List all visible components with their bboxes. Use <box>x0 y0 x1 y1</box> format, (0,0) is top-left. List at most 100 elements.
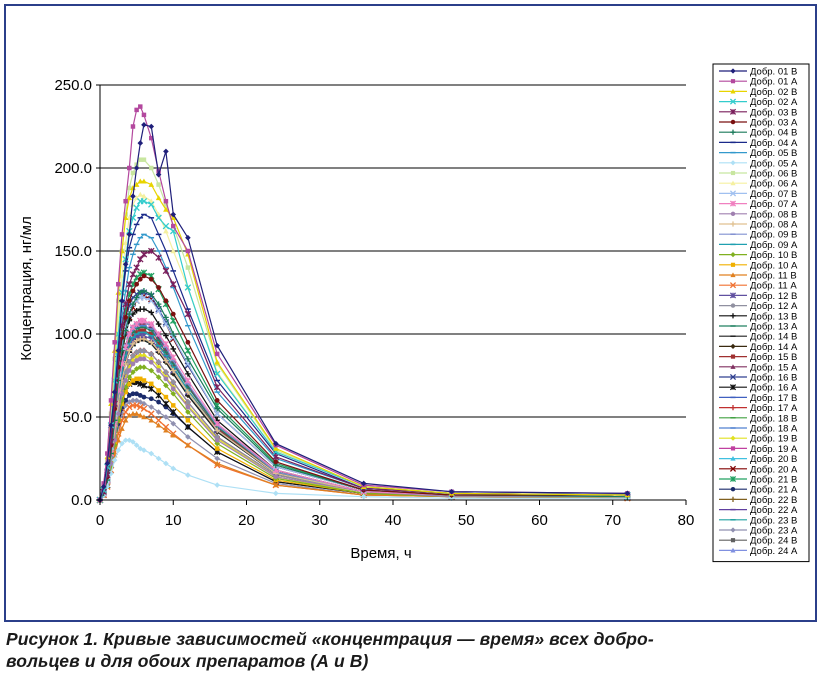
data-point <box>141 178 147 184</box>
series-line <box>99 331 628 501</box>
x-tick-label: 80 <box>678 512 695 529</box>
data-point <box>273 482 279 488</box>
series <box>97 122 631 503</box>
data-point <box>111 457 118 463</box>
series <box>97 339 631 501</box>
data-point <box>126 347 133 354</box>
data-point <box>115 347 122 354</box>
data-point <box>214 440 220 447</box>
legend-label: Добр. 19 А <box>750 444 798 455</box>
data-point <box>149 135 154 141</box>
legend-entry: Добр. 17 А <box>719 403 798 414</box>
data-point <box>141 356 147 362</box>
data-point <box>185 442 191 448</box>
data-point <box>137 191 144 197</box>
legend-entry: Добр. 09 В <box>719 230 797 241</box>
data-point <box>148 356 155 362</box>
data-point <box>273 490 279 497</box>
legend-label: Добр. 21 А <box>750 485 798 496</box>
data-point <box>162 340 170 348</box>
data-point <box>122 437 129 444</box>
data-point <box>730 496 736 502</box>
data-point <box>624 490 631 497</box>
data-point <box>185 418 191 423</box>
data-point <box>127 340 132 345</box>
data-point <box>155 301 162 307</box>
legend-label: Добр. 24 В <box>750 536 797 547</box>
data-point <box>730 262 736 267</box>
data-point <box>730 354 736 359</box>
data-point <box>130 301 136 307</box>
data-point <box>133 294 140 301</box>
data-point <box>214 460 220 466</box>
data-point <box>130 341 136 347</box>
data-point <box>170 379 176 385</box>
data-point <box>169 280 177 288</box>
series <box>97 321 631 501</box>
data-point <box>122 402 129 409</box>
legend-entry: Добр. 09 А <box>719 240 798 251</box>
data-point <box>170 390 177 397</box>
data-point <box>134 391 140 397</box>
data-point <box>148 198 155 204</box>
legend-entry: Добр. 24 В <box>719 536 797 547</box>
legend-entry: Добр. 23 В <box>719 515 797 526</box>
data-point <box>170 420 177 427</box>
data-point <box>141 306 147 312</box>
data-point <box>122 300 129 308</box>
data-point <box>137 178 144 184</box>
y-tick-label: 100.0 <box>54 326 92 343</box>
data-point <box>148 247 155 255</box>
legend-entry: Добр. 01 А <box>719 77 798 88</box>
legend-label: Добр. 03 А <box>750 118 798 129</box>
legend-entry: Добр. 10 А <box>719 260 798 271</box>
legend-entry: Добр. 06 В <box>719 169 797 180</box>
series-line <box>99 366 628 501</box>
series <box>97 213 631 501</box>
data-point <box>155 374 162 380</box>
data-point <box>185 339 191 345</box>
legend-label: Добр. 06 В <box>750 169 797 180</box>
data-point <box>360 480 367 487</box>
series-line <box>99 340 628 501</box>
data-point <box>170 215 177 221</box>
data-point <box>137 276 143 282</box>
data-point <box>115 447 122 453</box>
data-point <box>729 282 737 289</box>
series-line <box>99 271 628 501</box>
data-point <box>163 228 169 234</box>
data-point <box>170 211 177 218</box>
data-point <box>185 234 191 241</box>
data-point <box>730 343 736 349</box>
legend-entry: Добр. 14 В <box>719 332 797 343</box>
figure-caption: Рисунок 1. Кривые зависимостей «концентр… <box>6 628 816 672</box>
data-point <box>141 400 147 407</box>
legend-entry: Добр. 12 А <box>719 301 798 312</box>
data-point <box>155 214 162 222</box>
data-point <box>137 403 144 411</box>
data-point <box>730 364 736 369</box>
y-tick-label: 200.0 <box>54 160 92 177</box>
legend-entry: Добр. 06 А <box>719 179 798 190</box>
data-point <box>273 459 279 465</box>
legend-entry: Добр. 22 А <box>719 505 798 516</box>
legend-entry: Добр. 22 В <box>719 495 797 506</box>
y-tick-label: 250.0 <box>54 77 92 94</box>
series <box>97 339 631 501</box>
legend-label: Добр. 07 В <box>750 189 797 200</box>
data-point <box>130 333 136 338</box>
legend-entry: Добр. 17 В <box>719 393 797 404</box>
data-point <box>148 367 155 374</box>
data-point <box>141 414 147 420</box>
data-point <box>108 422 114 429</box>
legend-label: Добр. 20 В <box>750 454 797 465</box>
data-point <box>730 435 736 441</box>
series <box>97 356 630 503</box>
data-point <box>141 273 147 279</box>
data-point <box>729 475 737 483</box>
x-tick-label: 30 <box>311 512 328 529</box>
series-line <box>99 124 628 501</box>
data-point <box>134 281 140 287</box>
x-tick-label: 20 <box>238 512 255 529</box>
data-point <box>126 374 133 380</box>
